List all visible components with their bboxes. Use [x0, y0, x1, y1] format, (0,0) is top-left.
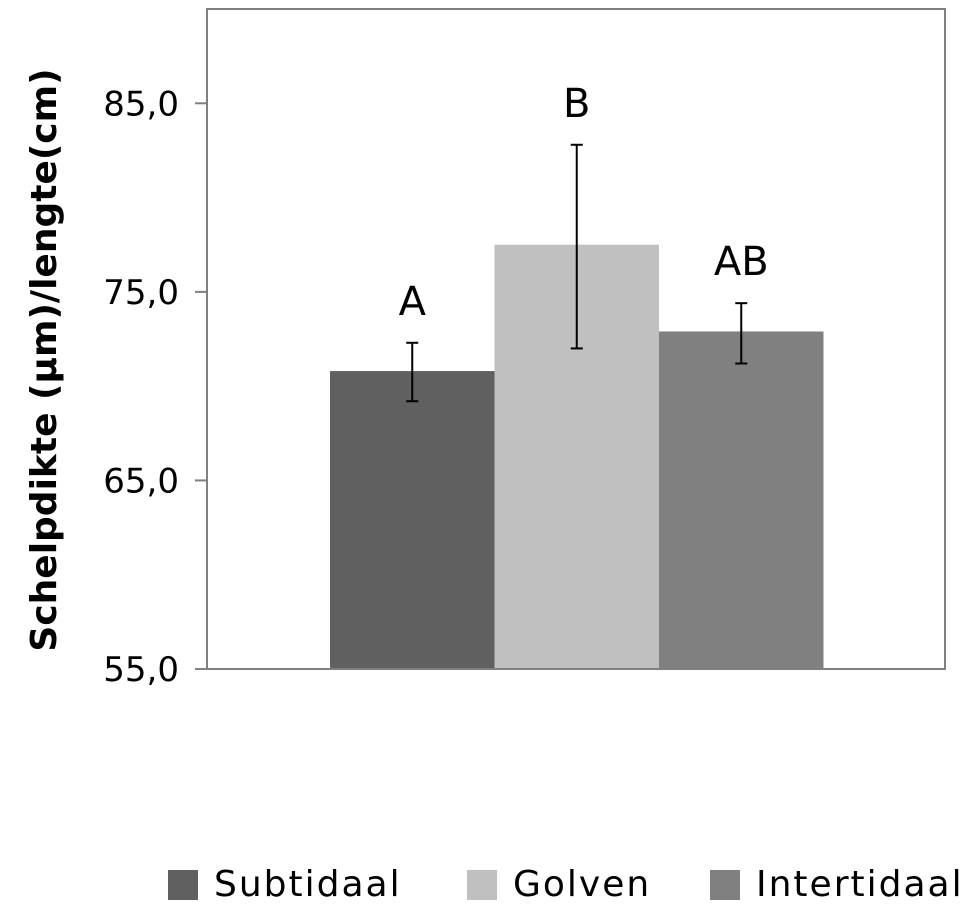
significance-label: AB — [714, 239, 769, 285]
y-tick-label: 55,0 — [103, 650, 179, 690]
y-axis: 55,0 65,0 75,0 85,0 — [103, 84, 207, 690]
error-bars — [406, 143, 748, 403]
bar-intertidaal — [659, 331, 824, 669]
y-tick-label: 85,0 — [103, 84, 179, 124]
legend-label: Intertidaal — [756, 864, 964, 903]
y-tick-label: 75,0 — [103, 273, 179, 313]
legend-label: Subtidaal — [214, 864, 402, 903]
legend-swatch-subtidaal — [168, 870, 198, 900]
y-tick-label: 65,0 — [103, 461, 179, 501]
legend-swatch-golven — [467, 870, 497, 900]
significance-label: A — [399, 279, 427, 325]
bar-subtidaal — [330, 371, 495, 669]
y-axis-title: Schelpdikte (µm)/lengte(cm) — [24, 68, 65, 651]
legend-label: Golven — [513, 864, 651, 903]
legend-swatch-intertidaal — [710, 870, 740, 900]
legend: Subtidaal Golven Intertidaal — [168, 864, 964, 905]
significance-label: B — [563, 81, 590, 127]
